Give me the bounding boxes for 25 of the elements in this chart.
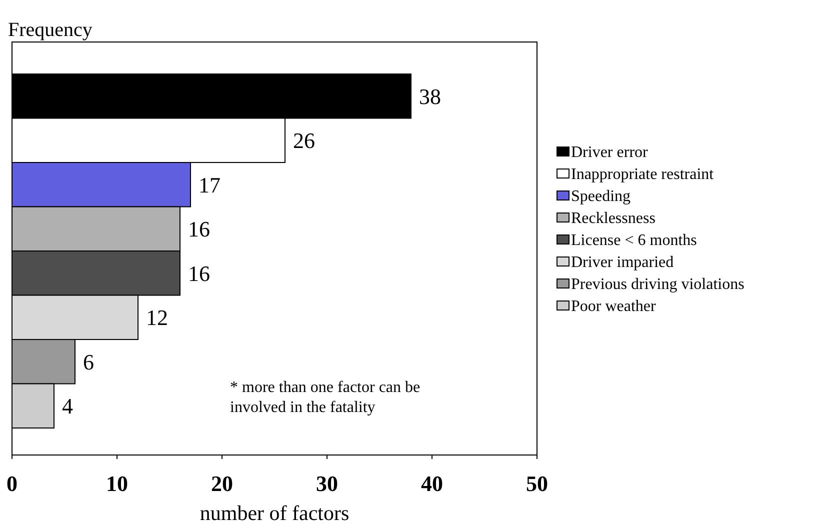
data-label: 16 bbox=[188, 216, 210, 242]
legend-label: Driver imparied bbox=[571, 254, 674, 271]
x-tick-label: 10 bbox=[106, 471, 128, 496]
legend-label: Driver error bbox=[571, 144, 649, 161]
legend-label: Recklessness bbox=[571, 210, 656, 227]
x-tick-label: 50 bbox=[526, 471, 548, 496]
x-axis-title: number of factors bbox=[200, 501, 350, 525]
legend-label: Previous driving violations bbox=[571, 276, 744, 293]
data-label: 38 bbox=[419, 84, 441, 109]
x-tick-label: 20 bbox=[211, 471, 233, 496]
x-tick-label: 40 bbox=[421, 471, 443, 496]
legend-label: License < 6 months bbox=[571, 232, 697, 249]
x-tick-label: 30 bbox=[316, 471, 338, 496]
y-axis-title: Frequency bbox=[8, 19, 92, 41]
annotation: * more than one factor can be involved in the fatality bbox=[230, 379, 420, 416]
x-tick-label: 0 bbox=[6, 471, 18, 496]
data-label: 16 bbox=[188, 260, 210, 286]
legend-label: Speeding bbox=[571, 188, 631, 205]
legend-label: Inappropriate restraint bbox=[571, 166, 714, 183]
data-label: 4 bbox=[62, 394, 73, 419]
data-label: 26 bbox=[293, 128, 315, 154]
data-label: 17 bbox=[198, 172, 220, 198]
data-label: 6 bbox=[83, 349, 94, 374]
legend-label: Poor weather bbox=[571, 298, 657, 315]
data-label: 12 bbox=[146, 305, 168, 330]
